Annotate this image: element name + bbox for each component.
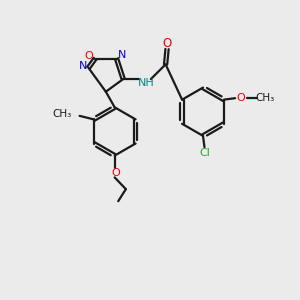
Text: CH₃: CH₃: [255, 93, 274, 103]
Text: N: N: [118, 50, 126, 60]
Text: NH: NH: [137, 78, 154, 88]
Text: O: O: [112, 168, 120, 178]
Text: O: O: [84, 51, 93, 61]
Text: Cl: Cl: [199, 148, 210, 158]
Text: O: O: [237, 93, 245, 103]
Text: O: O: [162, 37, 172, 50]
Text: N: N: [79, 61, 87, 71]
Text: CH₃: CH₃: [52, 109, 72, 119]
